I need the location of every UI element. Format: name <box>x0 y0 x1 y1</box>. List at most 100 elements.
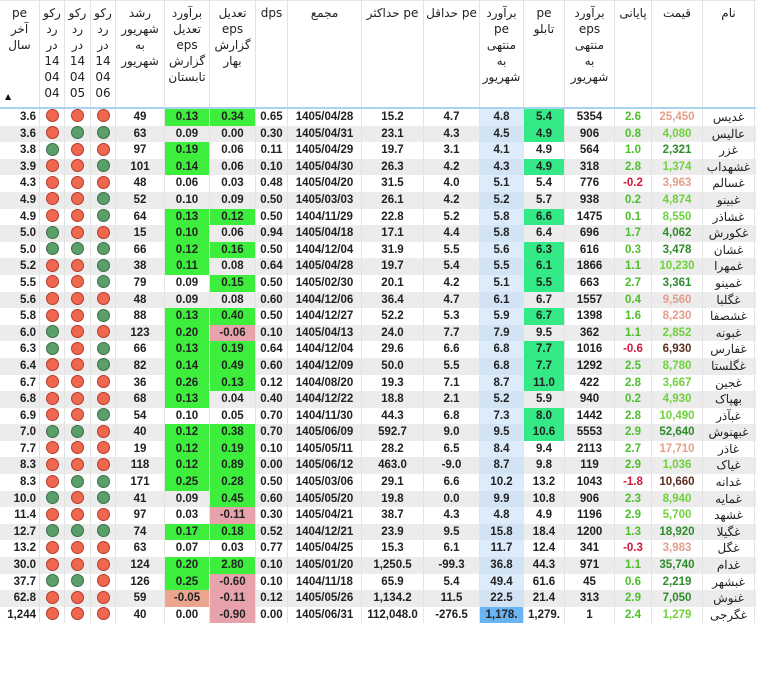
table-row[interactable]: 5.5 79 0.09 0.15 0.50 1405/02/30 20.1 4.2 5.1 5.5… <box>0 274 756 292</box>
table-row[interactable]: 3.8 97 0.19 0.06 0.11 1405/04/29 19.7 3.1 4.1 4.9… <box>0 142 756 159</box>
cell-eps-estimate: 1866 <box>565 258 615 275</box>
cell-pe-max: 463.0 <box>362 457 424 475</box>
column-header-record-1404-06[interactable]: رکو رد در 14 04 06 <box>91 1 116 107</box>
column-header-price[interactable]: قیمت <box>652 1 703 107</box>
cell-symbol-name[interactable]: غمهرا <box>703 258 755 275</box>
table-row[interactable]: 8.3 118 0.12 0.89 0.00 1405/06/12 463.0 -9.0 8.7… <box>0 457 756 475</box>
table-row[interactable]: 10.0 41 0.09 0.45 0.60 1405/05/20 19.8 0.0 9.9 10… <box>0 490 756 508</box>
sort-up-icon[interactable]: ▲ <box>5 92 12 101</box>
cell-pe-min: 6.5 <box>424 440 480 458</box>
cell-symbol-name[interactable]: غجین <box>703 374 755 392</box>
column-header-symbol-name[interactable]: نام <box>703 1 755 107</box>
cell-adjusted-eps-estimate-summer: 0.17 <box>165 523 210 541</box>
table-row[interactable]: 62.8 59 -0.05 -0.11 0.12 1405/05/26 1,134.2 11.… <box>0 590 756 607</box>
table-row[interactable]: 37.7 126 0.25 -0.60 0.10 1404/11/18 65.9 5.4 49.… <box>0 573 756 591</box>
cell-symbol-name[interactable]: غمینو <box>703 274 755 292</box>
column-header-dps[interactable]: dps <box>256 1 288 107</box>
table-row[interactable]: 4.9 52 0.10 0.09 0.50 1405/03/03 26.1 4.2 5.2 5.7… <box>0 191 756 209</box>
cell-symbol-name[interactable]: غبهنوش <box>703 424 755 441</box>
table-row[interactable]: 7.7 19 0.12 0.19 0.10 1405/05/11 28.2 6.5 8.4 9.4… <box>0 440 756 458</box>
cell-symbol-name[interactable]: غشهد <box>703 507 755 524</box>
cell-symbol-name[interactable]: غنوش <box>703 590 755 607</box>
cell-symbol-name[interactable]: غشهداب <box>703 158 755 176</box>
cell-adjusted-eps-spring: 0.06 <box>210 158 256 176</box>
red-circle-icon <box>71 192 84 206</box>
table-row[interactable]: 5.2 38 0.11 0.08 0.64 1405/04/28 19.7 5.4 5.5 6.1… <box>0 258 756 275</box>
cell-symbol-name[interactable]: غشصفا <box>703 308 755 325</box>
table-row[interactable]: 11.4 97 0.03 -0.11 0.30 1405/04/21 38.7 4.3 4.8 4… <box>0 507 756 524</box>
cell-symbol-name[interactable]: غزر <box>703 142 755 159</box>
table-row[interactable]: 4.9 64 0.13 0.12 0.50 1404/11/29 22.8 5.2 5.8 6.6… <box>0 208 756 226</box>
cell-symbol-name[interactable]: غمایه <box>703 490 755 508</box>
cell-symbol-name[interactable]: غسالم <box>703 175 755 192</box>
table-row[interactable]: 1,244 40 0.00 -0.90 0.00 1405/06/31 112,048.0-… <box>0 606 756 624</box>
table-row[interactable]: 6.3 66 0.13 0.19 0.64 1404/12/04 29.6 6.6 6.8 7.7… <box>0 341 756 358</box>
table-row[interactable]: 3.9 101 0.14 0.06 0.10 1405/04/30 26.3 4.2 4.3 4.… <box>0 158 756 176</box>
column-header-final-change[interactable]: پایانی <box>615 1 652 107</box>
cell-symbol-name[interactable]: عالیس <box>703 125 755 143</box>
table-row[interactable]: 5.8 88 0.13 0.40 0.50 1404/12/27 52.2 5.3 5.9 6.7… <box>0 308 756 325</box>
cell-symbol-name[interactable]: غگلبا <box>703 291 755 309</box>
cell-symbol-name[interactable]: غدام <box>703 557 755 574</box>
table-row[interactable]: 30.0 124 0.20 2.80 0.10 1405/01/20 1,250.5 -99.… <box>0 557 756 574</box>
table-row[interactable]: 3.6 49 0.13 0.34 0.65 1405/04/28 15.2 4.7 4.8 5.4… <box>0 109 756 126</box>
column-header-adjusted-eps-spring[interactable]: تعدیل eps گزارش بهار <box>210 1 256 107</box>
cell-symbol-name[interactable]: غبآذر <box>703 407 755 425</box>
table-row[interactable]: 6.7 36 0.26 0.13 0.12 1404/08/20 19.3 7.1 8.7 11.… <box>0 374 756 392</box>
cell-pe-estimate: 4.5 <box>480 125 524 143</box>
column-header-pe-board[interactable]: pe تابلو <box>524 1 565 107</box>
column-header-adjusted-eps-estimate-summer[interactable]: برآورد تعدیل eps گزارش تابستان <box>165 1 210 107</box>
green-circle-icon <box>45 341 59 355</box>
column-header-growth[interactable]: رشد شهریور به شهریور <box>116 1 165 107</box>
table-row[interactable]: 5.0 66 0.12 0.16 0.50 1404/12/04 31.9 5.5 5.6 6.3… <box>0 241 756 259</box>
cell-pe-max: 29.6 <box>362 341 424 358</box>
cell-symbol-name[interactable]: غگرجی <box>703 606 755 624</box>
cell-price: 5,700 <box>652 507 703 524</box>
column-header-pe-year-end[interactable]: pe آخر سال ▲ <box>0 1 40 107</box>
cell-symbol-name[interactable]: غفارس <box>703 341 755 358</box>
cell-symbol-name[interactable]: غکورش <box>703 225 755 242</box>
cell-symbol-name[interactable]: غشان <box>703 241 755 259</box>
column-header-pe-max[interactable]: pe حداکثر <box>362 1 424 107</box>
table-row[interactable]: 6.8 68 0.13 0.04 0.40 1404/12/22 18.8 2.1 5.2 5.9… <box>0 391 756 408</box>
cell-meeting-date: 1404/12/27 <box>288 308 362 325</box>
column-header-record-1404-04[interactable]: رکو رد در 14 04 04 <box>40 1 65 107</box>
cell-symbol-name[interactable]: غبشهر <box>703 573 755 591</box>
table-row[interactable]: 3.6 63 0.09 0.00 0.30 1405/04/31 23.1 4.3 4.5 4.9… <box>0 125 756 143</box>
table-row[interactable]: 7.0 40 0.12 0.38 0.70 1405/06/09 592.7 9.0 9.5 10… <box>0 424 756 441</box>
cell-symbol-name[interactable]: غیاک <box>703 457 755 475</box>
green-circle-icon <box>96 491 110 505</box>
table-row[interactable]: 6.0 123 0.20 -0.06 0.10 1405/04/13 24.0 7.7 7.9 9… <box>0 324 756 342</box>
cell-symbol-name[interactable]: غگیلا <box>703 523 755 541</box>
table-row[interactable]: 13.2 63 0.07 0.03 0.77 1405/04/25 15.3 6.1 11.7 1… <box>0 540 756 558</box>
column-header-eps-estimate[interactable]: برآورد eps منتهی به شهریور <box>565 1 615 107</box>
cell-symbol-name[interactable]: غگلستا <box>703 357 755 375</box>
table-row[interactable]: 6.9 54 0.10 0.05 0.70 1404/11/30 44.3 6.8 7.3 8.0… <box>0 407 756 425</box>
table-row[interactable]: 8.3 171 0.25 0.28 0.50 1405/03/06 29.1 6.6 10.2 1… <box>0 474 756 491</box>
table-row[interactable]: 12.7 74 0.17 0.18 0.52 1404/12/21 23.9 9.5 15.8 1… <box>0 523 756 541</box>
cell-symbol-name[interactable]: غدیس <box>703 109 755 126</box>
table-row[interactable]: 5.0 15 0.10 0.06 0.94 1405/04/18 17.1 4.4 5.8 6.4… <box>0 225 756 242</box>
cell-symbol-name[interactable]: غشاذر <box>703 208 755 226</box>
column-header-meeting-date[interactable]: مجمع <box>288 1 362 107</box>
cell-pe-board: 5.5 <box>524 274 565 292</box>
table-row[interactable]: 4.3 48 0.06 0.03 0.48 1405/04/20 31.5 4.0 5.1 5.4… <box>0 175 756 192</box>
cell-symbol-name[interactable]: غاذر <box>703 440 755 458</box>
column-header-label: تعدیل eps گزارش بهار <box>214 6 251 68</box>
table-header: pe آخر سال ▲ رکو رد در 14 04 04 رکو رد در 1… <box>0 0 756 109</box>
cell-price: 6,930 <box>652 341 703 358</box>
cell-meeting-date: 1405/04/29 <box>288 142 362 159</box>
cell-pe-year-end: 3.9 <box>0 158 40 176</box>
cell-symbol-name[interactable]: غگل <box>703 540 755 558</box>
cell-eps-estimate: 362 <box>565 324 615 342</box>
column-header-record-1404-05[interactable]: رکو رد در 14 04 05 <box>65 1 91 107</box>
table-row[interactable]: 5.6 48 0.09 0.08 0.60 1404/12/06 36.4 4.7 6.1 6.7… <box>0 291 756 309</box>
cell-record-1404-04 <box>40 158 65 176</box>
cell-symbol-name[interactable]: غدانه <box>703 474 755 491</box>
cell-symbol-name[interactable]: بهپاک <box>703 391 755 408</box>
table-row[interactable]: 6.4 82 0.14 0.49 0.60 1404/12/09 50.0 5.5 6.8 7.7… <box>0 357 756 375</box>
cell-symbol-name[interactable]: غبونه <box>703 324 755 342</box>
cell-symbol-name[interactable]: غبینو <box>703 191 755 209</box>
column-header-pe-estimate[interactable]: برآورد pe منتهی به شهریور <box>480 1 524 107</box>
column-header-pe-min[interactable]: pe حداقل <box>424 1 480 107</box>
